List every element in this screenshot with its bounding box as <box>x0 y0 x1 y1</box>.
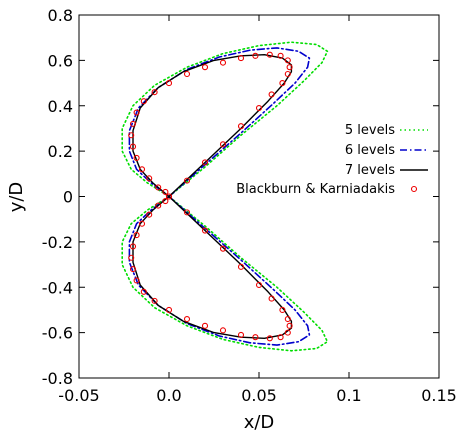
series-marker-3 <box>252 334 259 341</box>
series-marker-3 <box>201 64 209 71</box>
legend-marker-3 <box>410 185 418 193</box>
series-marker-3 <box>129 143 137 150</box>
axis-tick-labels: -0.05 0.0 0.05 0.1 0.15 -0.8 -0.6 -0.4 -0.2 0 0.2 0… <box>42 6 457 405</box>
series-marker-3 <box>201 159 209 166</box>
series-marker-3 <box>162 188 169 196</box>
series-marker-3 <box>165 193 173 200</box>
series-marker-3 <box>129 120 137 127</box>
series-marker-3 <box>279 80 286 87</box>
series-marker-3 <box>219 245 227 252</box>
series-marker-3 <box>129 266 137 273</box>
series-marker-3 <box>237 263 245 270</box>
series-marker-3 <box>155 184 162 191</box>
series-marker-3 <box>165 80 173 87</box>
series-marker-3 <box>237 331 245 338</box>
series-marker-3 <box>138 220 146 227</box>
legend: 5 levels 6 levels 7 levels Blackburn & Karn… <box>236 123 428 197</box>
series-marker-3 <box>286 322 293 329</box>
y-tick-label: -0.6 <box>42 324 73 343</box>
series-marker-3 <box>183 315 191 323</box>
series-marker-3 <box>219 327 227 334</box>
series-marker-3 <box>284 57 291 64</box>
legend-label-0: 5 levels <box>345 123 395 138</box>
series-marker-3 <box>219 59 227 66</box>
series-marker-3 <box>266 335 273 342</box>
x-axis-label: x/D <box>244 412 275 433</box>
y-tick-label: -0.8 <box>42 369 73 388</box>
series-marker-3 <box>279 306 286 313</box>
series-marker-3 <box>268 91 275 98</box>
y-axis-label: y/D <box>6 182 27 213</box>
y-tick-label: 0.8 <box>48 6 73 25</box>
series-marker-3 <box>268 295 275 302</box>
series-marker-3 <box>151 297 158 304</box>
series-marker-3 <box>201 227 209 234</box>
y-tick-label: -0.2 <box>42 233 73 252</box>
series-marker-3 <box>183 177 191 184</box>
legend-label-1: 6 levels <box>345 143 395 158</box>
series-marker-3 <box>146 175 153 182</box>
x-tick-label: 0.0 <box>156 386 181 405</box>
series-marker-3 <box>138 166 146 173</box>
series-group <box>121 41 329 352</box>
legend-label-2: 7 levels <box>345 163 395 178</box>
series-marker-3 <box>155 202 162 209</box>
series-marker-3 <box>219 141 227 148</box>
series-marker-3 <box>284 315 291 323</box>
series-marker-3 <box>129 243 137 250</box>
x-tick-label: 0.15 <box>421 386 457 405</box>
series-marker-3 <box>252 52 259 59</box>
series-marker-3 <box>277 334 284 341</box>
series-marker-3 <box>255 281 263 289</box>
y-tick-label: 0.2 <box>48 142 73 161</box>
series-marker-3 <box>284 70 291 78</box>
axis-ticks <box>78 14 440 379</box>
series-marker-3 <box>237 55 245 62</box>
series-marker-3 <box>128 254 135 261</box>
series-marker-3 <box>151 89 158 96</box>
series-marker-3 <box>266 51 273 58</box>
y-tick-label: 0 <box>63 188 73 207</box>
series-marker-3 <box>140 98 147 105</box>
series-marker-3 <box>237 123 245 130</box>
y-tick-label: 0.4 <box>48 97 73 116</box>
series-marker-3 <box>255 104 263 112</box>
series-marker-3 <box>133 154 140 161</box>
series-marker-3 <box>201 322 209 329</box>
series-marker-3 <box>162 197 169 205</box>
series-marker-3 <box>128 132 135 139</box>
series-marker-3 <box>146 211 153 218</box>
x-tick-label: 0.1 <box>336 386 361 405</box>
series-marker-3 <box>183 209 191 216</box>
series-marker-3 <box>133 232 140 239</box>
series-marker-3 <box>284 329 291 336</box>
x-tick-label: -0.05 <box>58 386 99 405</box>
x-tick-label: 0.05 <box>241 386 277 405</box>
legend-label-3: Blackburn & Karniadakis <box>236 182 395 197</box>
series-marker-3 <box>133 109 140 116</box>
y-tick-label: 0.6 <box>48 51 73 70</box>
series-marker-3 <box>183 70 191 78</box>
series-marker-3 <box>133 277 140 284</box>
series-marker-3 <box>165 306 173 313</box>
series-marker-3 <box>286 64 293 71</box>
series-marker-3 <box>277 52 284 59</box>
y-tick-label: -0.4 <box>42 278 73 297</box>
series-marker-3 <box>140 288 147 295</box>
